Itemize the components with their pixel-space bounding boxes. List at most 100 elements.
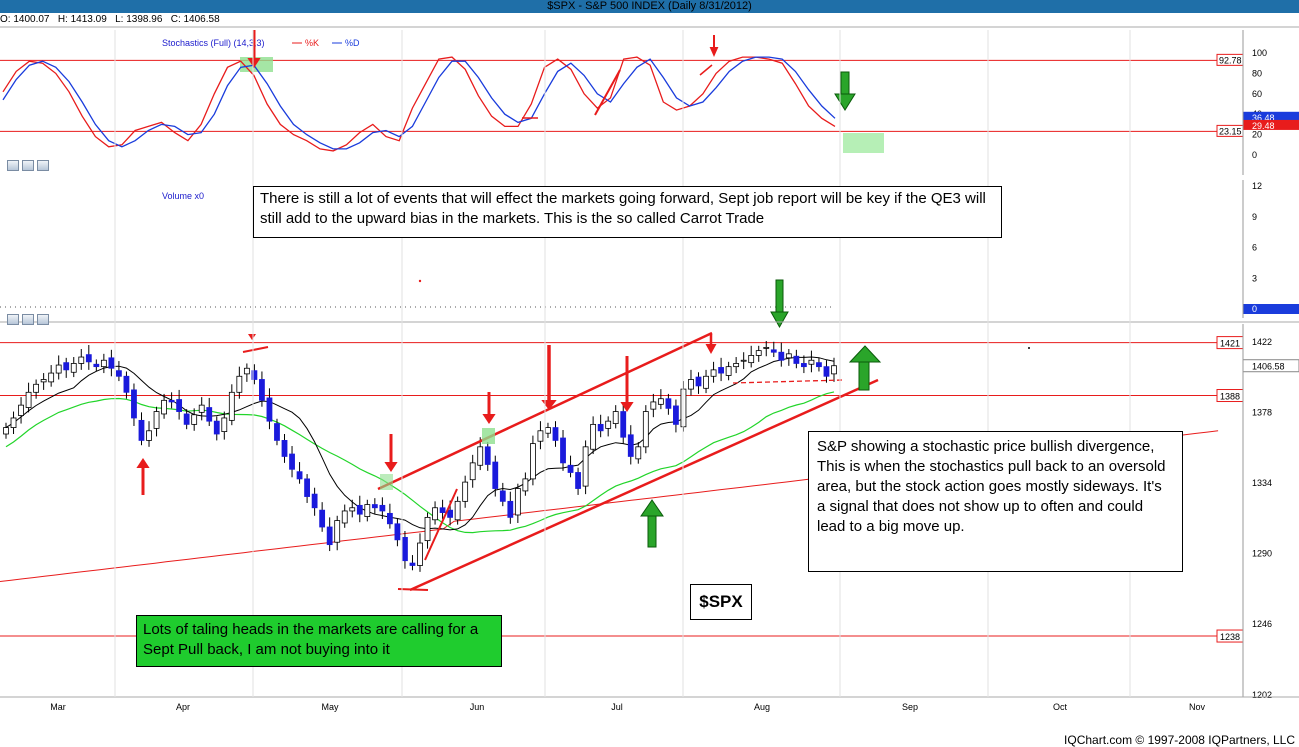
low-marker <box>397 588 429 591</box>
candle <box>176 399 183 412</box>
stoch-d-tag <box>1243 111 1299 122</box>
down-arrow-head <box>482 414 496 424</box>
candle <box>778 351 785 361</box>
candle <box>289 453 295 470</box>
down-arrow-head <box>247 58 261 68</box>
volume-tick: 6 <box>1252 243 1257 253</box>
candle <box>70 363 77 373</box>
candle <box>507 500 514 518</box>
candle <box>304 478 310 497</box>
candle <box>18 404 24 416</box>
candle <box>296 471 303 480</box>
stray-dot <box>418 279 422 283</box>
panel-button[interactable] <box>37 160 49 171</box>
down-arrow-head <box>384 462 398 472</box>
candle <box>394 523 401 541</box>
candle <box>748 355 755 364</box>
candle <box>198 404 205 413</box>
x-tick: Sep <box>902 702 918 712</box>
down-arrow-head <box>705 344 717 354</box>
candle <box>673 405 679 425</box>
volume-tick: 3 <box>1252 273 1257 283</box>
dashed-support <box>732 379 844 384</box>
green-up-arrow <box>647 515 657 548</box>
price-reference-label: 1388 <box>1220 392 1240 402</box>
candle <box>688 379 694 390</box>
candle <box>552 427 559 441</box>
x-tick: May <box>321 702 339 712</box>
panel-button[interactable] <box>7 314 19 325</box>
stoch-k-tag <box>1243 119 1299 130</box>
candle <box>522 478 529 492</box>
stoch-tick: 20 <box>1252 130 1262 140</box>
candle <box>168 399 175 403</box>
down-arrow-head <box>541 400 557 410</box>
candle <box>447 509 454 518</box>
green-down-arrow-head <box>770 311 789 329</box>
last-price: 1406.58 <box>1252 362 1285 372</box>
open-value: O: 1400.07 <box>0 14 50 25</box>
candle <box>816 362 822 368</box>
stoch-d-last: 36.48 <box>1252 113 1275 123</box>
candle <box>575 472 581 489</box>
candle <box>808 359 815 365</box>
volume-tag <box>1243 304 1299 314</box>
candle <box>93 363 100 368</box>
candle <box>266 397 273 422</box>
stoch-mark <box>699 64 713 76</box>
stoch-tick: 0 <box>1252 150 1257 160</box>
small-down-arrow <box>248 334 256 340</box>
candle <box>123 375 130 393</box>
candle <box>146 430 152 441</box>
candle <box>63 362 70 371</box>
candle <box>349 507 356 512</box>
x-axis: Mar Apr May Jun Jul Aug Sep Oct Nov <box>50 702 1205 712</box>
candle <box>116 370 122 377</box>
candle <box>477 446 484 466</box>
stoch-reference-label: 23.15 <box>1219 126 1242 136</box>
candle <box>259 379 265 401</box>
down-arrow-head <box>709 47 719 57</box>
x-tick: Aug <box>754 702 770 712</box>
candle <box>319 509 326 528</box>
candle <box>612 411 619 424</box>
volume-last: 0 <box>1252 304 1257 314</box>
panel-button[interactable] <box>37 314 49 325</box>
candle <box>597 423 604 432</box>
candle <box>620 411 627 438</box>
chart-title: $SPX - S&P 500 INDEX (Daily 8/31/2012) <box>0 0 1299 13</box>
ohlc-readout: O: 1400.07 H: 1413.09 L: 1398.96 C: 1406… <box>0 14 220 26</box>
channel-lower <box>409 378 879 592</box>
stoch-tick: 60 <box>1252 89 1262 99</box>
panel-button[interactable] <box>22 314 34 325</box>
candle <box>161 399 167 415</box>
panel-button[interactable] <box>7 160 19 171</box>
volume-tick: 12 <box>1252 181 1262 191</box>
annotation-marks <box>136 30 882 548</box>
candle <box>100 359 107 368</box>
candle <box>25 391 32 408</box>
candle <box>627 434 634 457</box>
candle <box>379 504 386 512</box>
legend-d: %D <box>345 38 360 48</box>
candle <box>560 437 566 464</box>
green-up-arrow-head <box>848 345 882 363</box>
price-reference-label: 1238 <box>1220 632 1240 642</box>
candle <box>386 512 393 525</box>
candle <box>221 417 228 432</box>
price-tick: 1422 <box>1252 337 1272 347</box>
x-tick: Apr <box>176 702 190 712</box>
candle <box>582 446 589 487</box>
candle <box>432 507 438 521</box>
candle <box>153 411 160 429</box>
candle <box>78 356 85 364</box>
candle <box>492 461 499 489</box>
green-down-arrow <box>775 279 784 313</box>
candle <box>131 389 137 419</box>
candle <box>364 504 371 517</box>
panel-button[interactable] <box>22 160 34 171</box>
candle <box>703 375 709 389</box>
legend-k: %K <box>305 38 319 48</box>
candle <box>710 369 717 377</box>
x-tick: Oct <box>1053 702 1068 712</box>
